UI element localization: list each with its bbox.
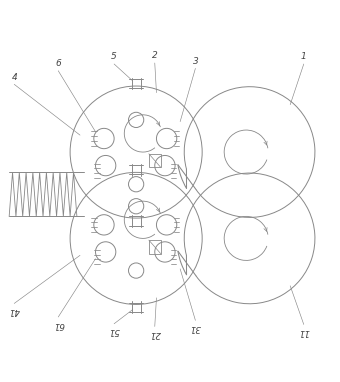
Text: 61: 61	[52, 320, 64, 329]
Text: 3: 3	[192, 57, 198, 66]
Text: 51: 51	[108, 327, 120, 335]
Text: 21: 21	[149, 329, 160, 338]
Text: 2: 2	[152, 51, 158, 60]
Text: 11: 11	[298, 327, 309, 336]
Text: 5: 5	[111, 52, 117, 62]
Text: 6: 6	[55, 59, 61, 68]
Text: 1: 1	[301, 52, 307, 62]
Text: 41: 41	[8, 306, 20, 315]
Text: 31: 31	[190, 323, 201, 332]
Text: 4: 4	[11, 73, 17, 82]
